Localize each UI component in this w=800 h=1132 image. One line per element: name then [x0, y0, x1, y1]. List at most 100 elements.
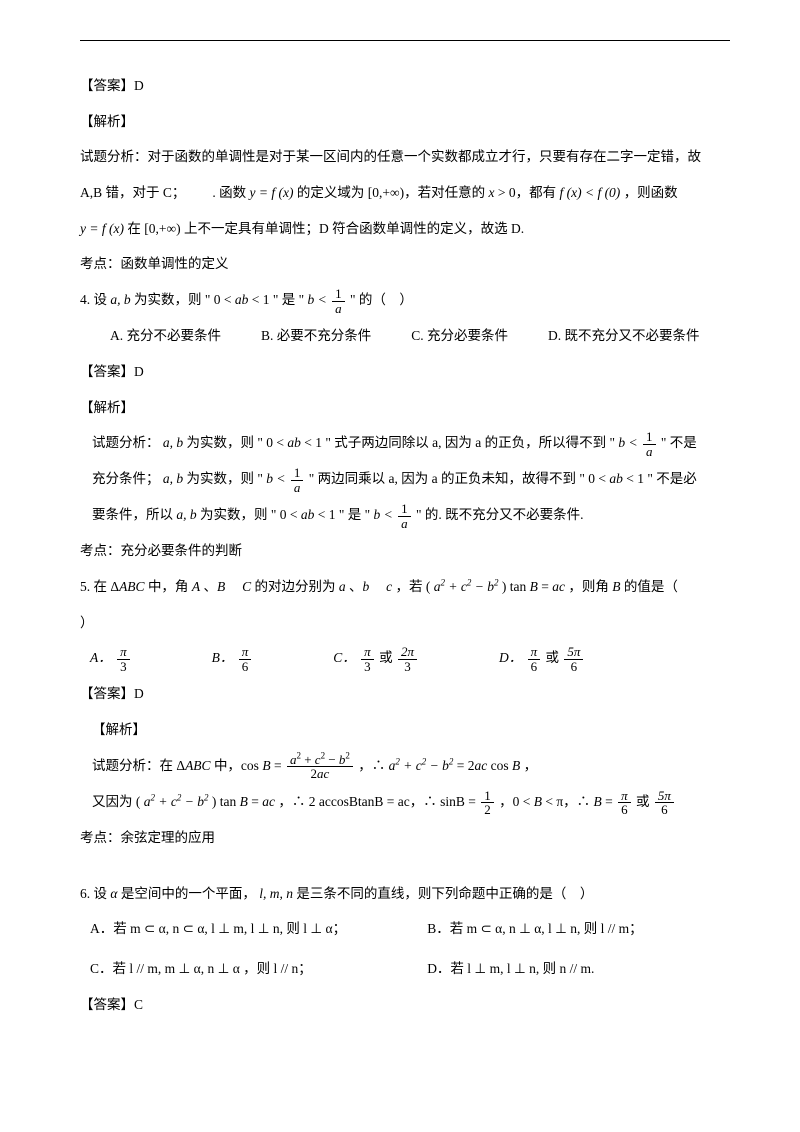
- q6-opt-a: A．若 m ⊂ α, n ⊂ α, l ⊥ m, l ⊥ n, 则 l ⊥ α；: [90, 914, 397, 944]
- q5-l2: 又因为 ( a2 + c2 − b2 ) tan B = ac ，∴ 2 acc…: [80, 787, 730, 817]
- t: < 1 " 式子两边同除以 a, 因为 a 的正负，所以得不到 ": [304, 435, 618, 450]
- A: A: [192, 579, 200, 594]
- q4-answer: 【答案】D: [80, 357, 730, 387]
- alpha: α: [110, 886, 117, 901]
- t: 为实数，则 " 0 <: [134, 292, 235, 307]
- abp: ab: [609, 471, 623, 486]
- top-rule: [80, 40, 730, 41]
- t: " 两边同乘以 a, 因为 a 的正负未知，故得不到 " 0 <: [309, 471, 610, 486]
- ac: ac: [475, 758, 488, 773]
- q5-opt-d: D． π6 或 5π6: [499, 643, 585, 673]
- ac: ac: [552, 579, 565, 594]
- t: =: [605, 794, 616, 809]
- q4-kaodian: 考点：充分必要条件的判断: [80, 536, 730, 566]
- ABC: ABC: [185, 758, 211, 773]
- t: ) tan: [212, 794, 240, 809]
- q4-l1: 试题分析： a, b 为实数，则 " 0 < ab < 1 " 式子两边同除以 …: [80, 428, 730, 458]
- t: A,B 错，对于 C； . 函数: [80, 185, 250, 200]
- t: [373, 579, 387, 594]
- q6-options: A．若 m ⊂ α, n ⊂ α, l ⊥ m, l ⊥ n, 则 l ⊥ α；…: [80, 914, 730, 983]
- t: 为实数，则 " 0 <: [187, 435, 288, 450]
- t: < 1 " 是 ": [252, 292, 308, 307]
- C: C: [242, 579, 251, 594]
- q5-opt-c: C． π3 或 2π3: [333, 643, 419, 673]
- t: 的定义域为 [0,+∞)，若对任意的: [297, 185, 489, 200]
- q6-stem: 6. 设 α 是空间中的一个平面， l, m, n 是三条不同的直线，则下列命题…: [80, 879, 730, 909]
- q4-opt-b: B. 必要不充分条件: [261, 321, 371, 351]
- p6: π6: [618, 789, 631, 817]
- q5-stem: 5. 在 ΔABC 中，角 A 、B C 的对边分别为 a 、b c ，若 ( …: [80, 572, 730, 602]
- t: 在 [0,+∞) 上不一定具有单调性；D 符合函数单调性的定义，故选 D.: [127, 221, 524, 236]
- t: 要条件，所以: [92, 507, 176, 522]
- t: 中，角: [148, 579, 192, 594]
- q4-jiexi-label: 【解析】: [80, 393, 730, 423]
- q3-analysis-l2: A,B 错，对于 C； . 函数 y = f (x) 的定义域为 [0,+∞)，…: [80, 178, 730, 208]
- t: 6. 设: [80, 886, 110, 901]
- frac-1-a: 1a: [291, 466, 304, 494]
- t: ，∴: [358, 758, 388, 773]
- t: < π，∴: [545, 794, 593, 809]
- q5-answer: 【答案】D: [80, 679, 730, 709]
- q5-kaodian: 考点：余弦定理的应用: [80, 823, 730, 853]
- q3-analysis-l1: 试题分析：对于函数的单调性是对于某一区间内的任意一个实数都成立才行，只要有存在二…: [80, 142, 730, 172]
- ab: a, b: [110, 292, 130, 307]
- B: B: [512, 758, 520, 773]
- ac: ac: [262, 794, 275, 809]
- t: [229, 579, 243, 594]
- q3-kaodian: 考点：函数单调性的定义: [80, 249, 730, 279]
- frac-1-a: 1a: [643, 430, 656, 458]
- t: 、: [349, 579, 363, 594]
- q3-jiexi-label: 【解析】: [80, 107, 730, 137]
- fxf0: f (x) < f (0): [559, 185, 620, 200]
- q4-opt-d: D. 既不充分又不必要条件: [548, 321, 700, 351]
- ab: a, b: [163, 471, 183, 486]
- t: 或: [636, 794, 653, 809]
- B3: B: [612, 579, 620, 594]
- t: > 0，都有: [498, 185, 560, 200]
- q4-options: A. 充分不必要条件 B. 必要不充分条件 C. 充分必要条件 D. 既不充分又…: [80, 321, 730, 351]
- cosB-frac: a2 + c2 − b22ac: [287, 753, 353, 781]
- blt: b <: [266, 471, 289, 486]
- 5p6: 5π6: [655, 789, 674, 817]
- expr: a2 + c2 − b2: [434, 579, 499, 594]
- frac-1-a: 1a: [332, 287, 345, 315]
- t: 5. 在 Δ: [80, 579, 119, 594]
- x: x: [488, 185, 494, 200]
- a: a: [339, 579, 346, 594]
- B: B: [217, 579, 225, 594]
- yfx: y = f (x): [250, 185, 294, 200]
- q5-l1: 试题分析：在 ΔABC 中，cos B = a2 + c2 − b22ac ，∴…: [80, 751, 730, 781]
- t: ，: [524, 758, 538, 773]
- blt: b <: [374, 507, 397, 522]
- ABC: ABC: [119, 579, 145, 594]
- q6-opt-d: D．若 l ⊥ m, l ⊥ n, 则 n // m.: [427, 954, 715, 984]
- t: 的对边分别为: [254, 579, 338, 594]
- spacer: [80, 859, 730, 879]
- t: < 1 " 是 ": [318, 507, 374, 522]
- t: ，∴ 2 accosBtanB = ac，∴ sinB =: [278, 794, 479, 809]
- q6-answer: 【答案】C: [80, 990, 730, 1020]
- B: B: [240, 794, 248, 809]
- lmn: l, m, n: [259, 886, 293, 901]
- c: c: [386, 579, 392, 594]
- t: ，0 <: [499, 794, 534, 809]
- t: 、: [203, 579, 217, 594]
- frac-1-a: 1a: [398, 502, 411, 530]
- t: 中，cos: [214, 758, 262, 773]
- blt: b <: [308, 292, 331, 307]
- yfx: y = f (x): [80, 221, 124, 236]
- t: ，若 (: [395, 579, 430, 594]
- ab: a, b: [176, 507, 196, 522]
- t: 试题分析：在 Δ: [92, 758, 185, 773]
- t: =: [541, 579, 552, 594]
- abp: ab: [301, 507, 315, 522]
- q6-opt-b: B．若 m ⊂ α, n ⊥ α, l ⊥ n, 则 l // m；: [427, 914, 715, 944]
- t: 试题分析：: [92, 435, 160, 450]
- expr: a2 + c2 − b2: [144, 794, 209, 809]
- t: ) tan: [502, 579, 530, 594]
- q6-opt-c: C．若 l // m, m ⊥ α, n ⊥ α ，则 l // n；: [90, 954, 397, 984]
- t: cos: [491, 758, 512, 773]
- q4-l3: 要条件，所以 a, b 为实数，则 " 0 < ab < 1 " 是 " b <…: [80, 500, 730, 530]
- B: B: [534, 794, 542, 809]
- t: " 的（ ）: [350, 292, 413, 307]
